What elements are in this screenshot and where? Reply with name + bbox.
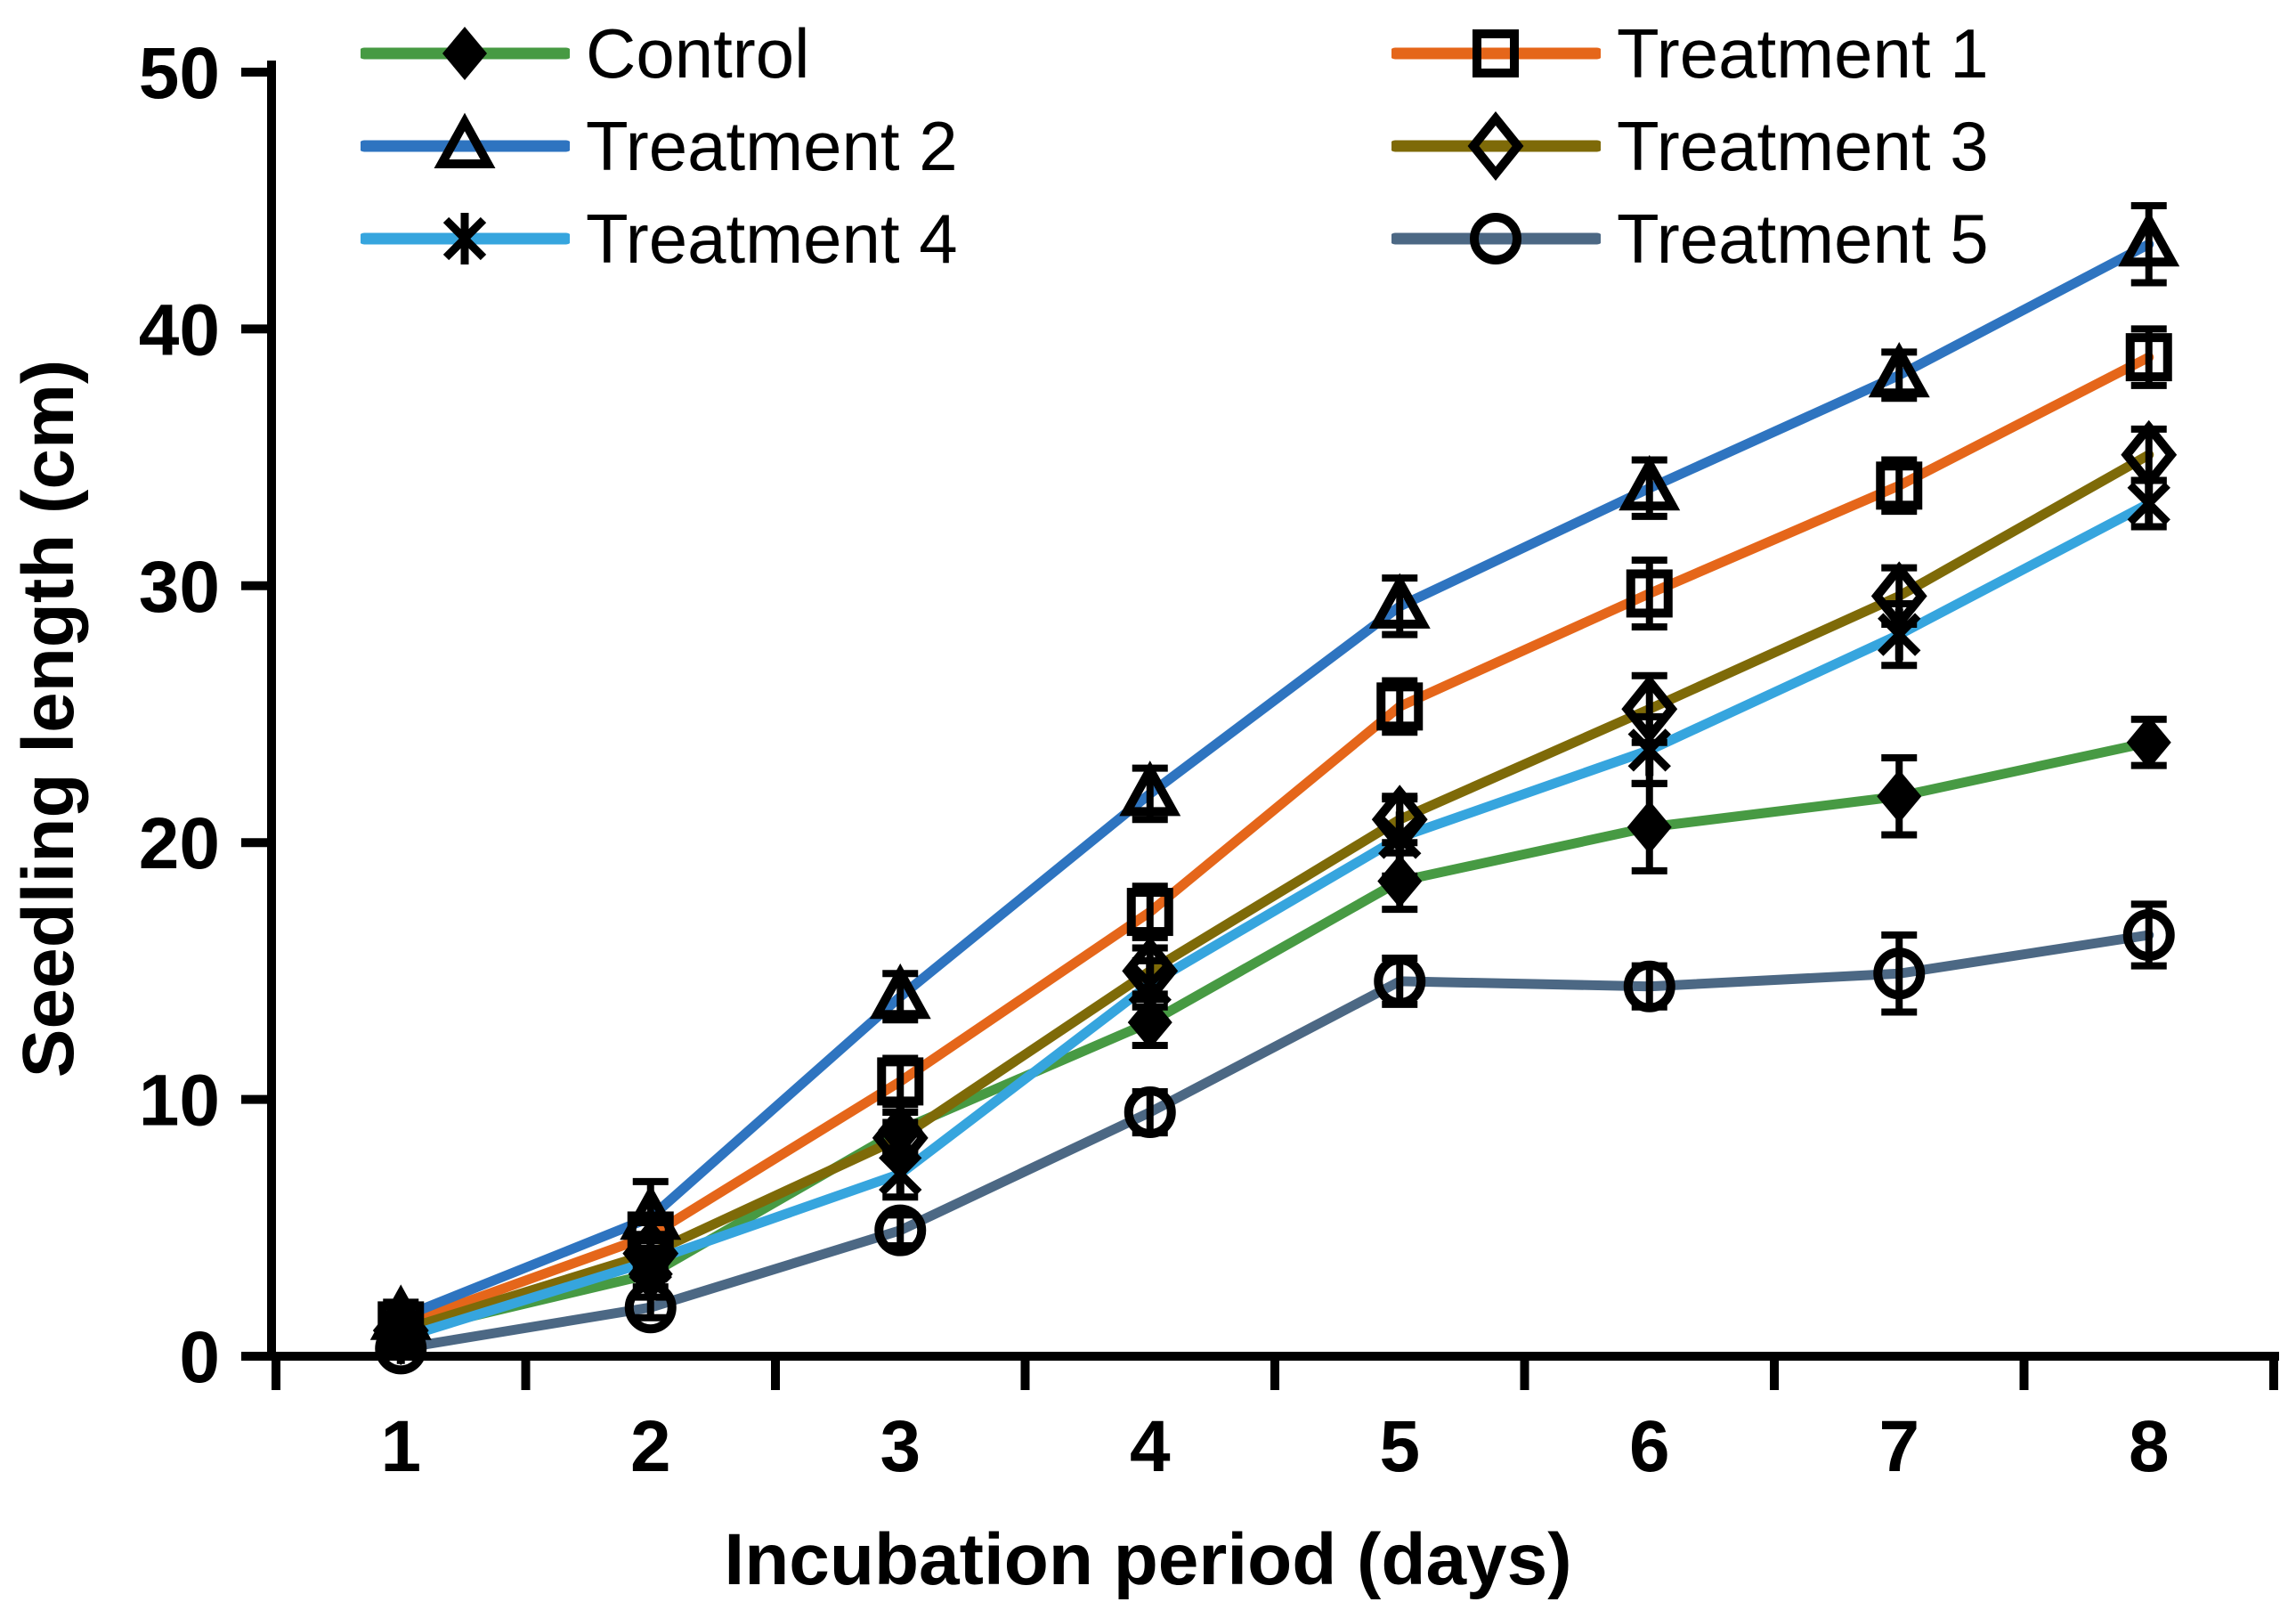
legend-marker-treatment-4 [361, 213, 570, 264]
legend-entry-treatment-4: Treatment 4 [361, 190, 958, 288]
y-tick-label: 30 [139, 547, 220, 628]
chart-legend: Control Treatment 1 Treatment 2 Treatment 3… [0, 0, 2296, 303]
legend-entry-control: Control [361, 4, 809, 102]
series-line-treatment-3 [395, 450, 2154, 1336]
x-tick-label: 8 [2129, 1406, 2170, 1487]
y-axis-title: Seedling length (cm) [8, 359, 89, 1078]
legend-entry-treatment-2: Treatment 2 [361, 97, 958, 195]
legend-entry-treatment-3: Treatment 3 [1391, 97, 1989, 195]
tick-labels: 0 10 20 30 40 50 1 2 3 4 5 6 7 8 [139, 33, 2170, 1487]
legend-entry-treatment-1: Treatment 1 [1391, 4, 1989, 102]
y-tick-label: 40 [139, 289, 220, 370]
x-tick-label: 5 [1379, 1406, 1420, 1487]
y-tick-label: 50 [139, 33, 220, 114]
legend-label: Treatment 1 [1617, 14, 1989, 93]
x-tick-label: 6 [1629, 1406, 1670, 1487]
legend-marker-treatment-5 [1391, 213, 1601, 264]
legend-marker-control [361, 27, 570, 80]
legend-label: Treatment 2 [586, 107, 958, 185]
series-line-treatment-4 [395, 499, 2154, 1344]
series-markers-treatment-5 [375, 909, 2175, 1375]
legend-label: Control [586, 14, 810, 93]
y-tick-label: 10 [139, 1061, 220, 1142]
series-line-treatment-2 [395, 239, 2154, 1323]
legend-label: Treatment 3 [1617, 107, 1989, 185]
x-tick-label: 4 [1130, 1406, 1171, 1487]
x-tick-label: 2 [630, 1406, 671, 1487]
legend-label: Treatment 4 [586, 199, 958, 278]
y-tick-label: 0 [179, 1317, 220, 1398]
x-axis-title: Incubation period (days) [724, 1519, 1572, 1600]
series-line-treatment-5 [395, 930, 2154, 1354]
legend-entry-treatment-5: Treatment 5 [1391, 190, 1989, 288]
x-tick-label: 3 [880, 1406, 921, 1487]
y-tick-label: 20 [139, 803, 220, 884]
x-tick-label: 7 [1878, 1406, 1919, 1487]
legend-marker-treatment-3 [1391, 111, 1601, 181]
axes [241, 61, 2279, 1390]
x-tick-label: 1 [380, 1406, 421, 1487]
legend-marker-treatment-1 [1391, 29, 1601, 77]
legend-marker-treatment-2 [361, 112, 570, 168]
legend-label: Treatment 5 [1617, 199, 1989, 278]
series-line-treatment-1 [395, 352, 2154, 1330]
